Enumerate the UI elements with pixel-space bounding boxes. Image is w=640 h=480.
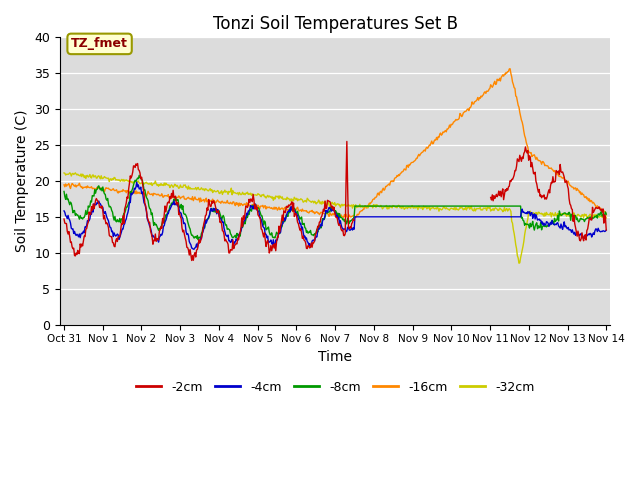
Text: TZ_fmet: TZ_fmet	[71, 37, 128, 50]
X-axis label: Time: Time	[318, 350, 352, 364]
Legend: -2cm, -4cm, -8cm, -16cm, -32cm: -2cm, -4cm, -8cm, -16cm, -32cm	[131, 376, 540, 399]
Title: Tonzi Soil Temperatures Set B: Tonzi Soil Temperatures Set B	[212, 15, 458, 33]
Y-axis label: Soil Temperature (C): Soil Temperature (C)	[15, 110, 29, 252]
